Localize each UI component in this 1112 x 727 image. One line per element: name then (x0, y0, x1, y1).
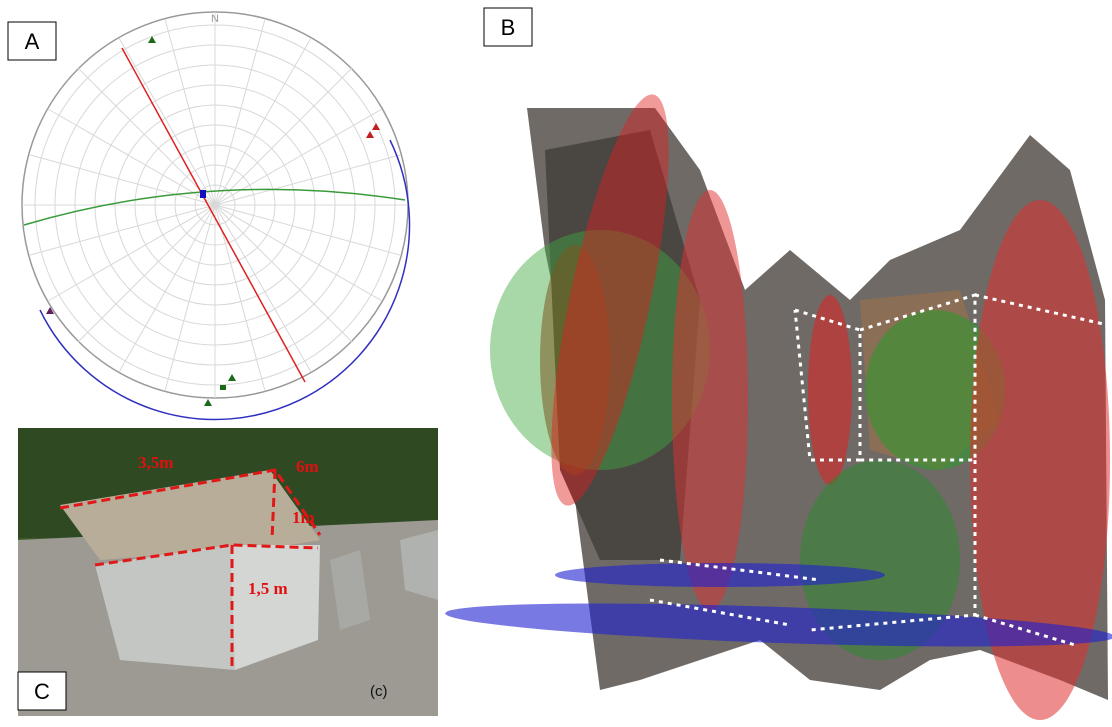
green-plane (23, 188, 406, 226)
north-label: N (211, 13, 219, 25)
label-box (483, 7, 533, 47)
field-photo (18, 428, 438, 716)
dimension-label: 1m (292, 508, 315, 527)
panel-label: B (501, 15, 516, 40)
panel-label: C (34, 679, 50, 704)
dimension-label: 1,5 m (248, 579, 288, 598)
blue-plane (39, 139, 411, 421)
label-box (7, 21, 57, 61)
red-plane (121, 47, 306, 383)
dimension-label: 3,5m (138, 453, 173, 472)
rock-model (445, 94, 1112, 720)
dimension-label: 6m (296, 457, 319, 476)
stereonet (21, 11, 409, 399)
photo-credit: (c) (370, 683, 388, 700)
poles (46, 36, 380, 406)
label-box (17, 671, 67, 711)
panel-label: A (25, 29, 40, 54)
